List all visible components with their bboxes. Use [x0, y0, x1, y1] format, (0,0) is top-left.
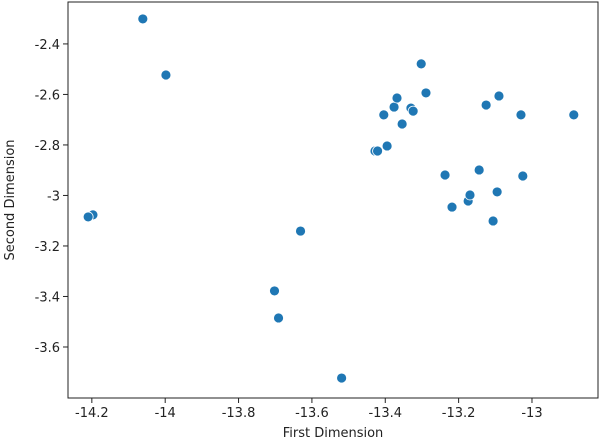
point	[439, 169, 451, 181]
point	[391, 92, 403, 104]
x-tick-label: -13.2	[442, 406, 476, 421]
x-tick-label: -13.4	[368, 406, 402, 421]
y-tick-label: -2.8	[35, 139, 60, 154]
point	[420, 87, 432, 99]
point	[269, 285, 280, 297]
y-axis-label: Second Dimension	[3, 139, 18, 260]
point	[336, 372, 348, 384]
y-tick-label: -3.2	[35, 240, 60, 255]
x-tick-label: -14.2	[75, 406, 109, 421]
x-axis-label: First Dimension	[283, 426, 384, 440]
point	[487, 215, 499, 227]
x-tick-label: -13	[521, 406, 542, 421]
point	[137, 13, 149, 25]
point	[273, 312, 284, 324]
point	[415, 58, 427, 70]
point	[480, 99, 492, 111]
point	[381, 140, 393, 152]
y-tick-label: -3	[47, 189, 60, 204]
point	[464, 189, 476, 201]
point	[491, 186, 503, 198]
point	[378, 109, 390, 121]
point	[372, 145, 383, 157]
point	[568, 109, 580, 121]
y-tick-label: -2.6	[35, 88, 60, 103]
point	[82, 211, 94, 223]
y-tick-label: -3.6	[35, 341, 60, 356]
point	[407, 105, 419, 117]
plot-frame	[67, 1, 599, 399]
point	[515, 109, 527, 121]
point	[473, 164, 485, 176]
point	[388, 101, 400, 113]
y-tick-label: -3.4	[35, 290, 60, 305]
point	[160, 69, 172, 81]
x-tick-label: -13.6	[295, 406, 329, 421]
point	[396, 118, 408, 130]
point	[517, 170, 529, 182]
point	[446, 201, 458, 213]
point	[295, 225, 306, 237]
x-tick-label: -13.8	[222, 406, 256, 421]
y-tick-label: -2.4	[35, 38, 60, 53]
x-tick-label: -14	[155, 406, 176, 421]
point	[493, 90, 505, 102]
